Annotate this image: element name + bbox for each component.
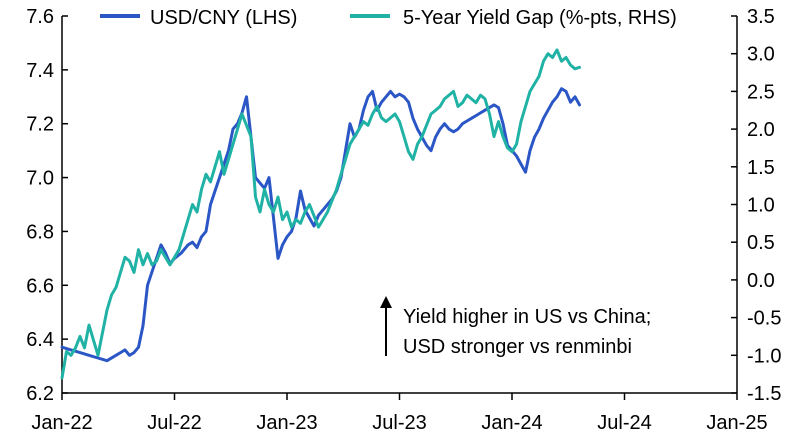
y-right-tick-label: 2.0 bbox=[747, 119, 775, 141]
x-tick-label: Jul-24 bbox=[597, 412, 651, 434]
x-tick-label: Jan-23 bbox=[256, 412, 317, 434]
axes-layer: 6.2 6.4 6.6 6.8 7.0 7.2 7.4 7.6 -1.5 -1.0 -0.5 0.0 0… bbox=[26, 6, 781, 434]
y-left-tick-label: 6.8 bbox=[26, 221, 54, 243]
x-tick-label: Jan-24 bbox=[481, 412, 542, 434]
legend: USD/CNY (LHS) 5-Year Yield Gap (%-pts, R… bbox=[100, 7, 677, 29]
y-left-tick-label: 6.6 bbox=[26, 275, 54, 297]
annotation: Yield higher in US vs China; USD stronge… bbox=[380, 296, 651, 358]
y-right-tick-label: 3.5 bbox=[747, 6, 775, 28]
y-left-tick-label: 6.4 bbox=[26, 329, 54, 351]
annotation-line-2: USD stronger vs renminbi bbox=[403, 336, 632, 358]
y-left-tick-label: 7.0 bbox=[26, 168, 54, 190]
annotation-line-1: Yield higher in US vs China; bbox=[403, 306, 651, 328]
x-tick-label: Jan-22 bbox=[31, 412, 92, 434]
y-right-tick-label: 1.0 bbox=[747, 195, 775, 217]
annotation-arrowhead-icon bbox=[380, 296, 392, 308]
x-tick-label: Jan-25 bbox=[706, 412, 767, 434]
legend-label-usdcny: USD/CNY (LHS) bbox=[150, 7, 297, 29]
y-left-tick-label: 7.6 bbox=[26, 6, 54, 28]
x-tick-label: Jul-22 bbox=[147, 412, 201, 434]
y-right-tick-label: -0.5 bbox=[747, 308, 781, 330]
y-right-tick-label: 3.0 bbox=[747, 44, 775, 66]
y-right-tick-label: -1.0 bbox=[747, 345, 781, 367]
y-left-tick-label: 6.2 bbox=[26, 383, 54, 405]
series-layer bbox=[60, 48, 581, 380]
y-left-tick-label: 7.2 bbox=[26, 114, 54, 136]
y-right-tick-label: 0.0 bbox=[747, 270, 775, 292]
y-left-tick-label: 7.4 bbox=[26, 60, 54, 82]
y-right-tick-label: 1.5 bbox=[747, 157, 775, 179]
x-tick-label: Jul-23 bbox=[372, 412, 426, 434]
series-line-yield-gap bbox=[60, 48, 581, 380]
y-right-tick-label: 2.5 bbox=[747, 81, 775, 103]
y-right-tick-label: -1.5 bbox=[747, 383, 781, 405]
y-right-tick-label: 0.5 bbox=[747, 232, 775, 254]
legend-label-yield-gap: 5-Year Yield Gap (%-pts, RHS) bbox=[403, 7, 677, 29]
